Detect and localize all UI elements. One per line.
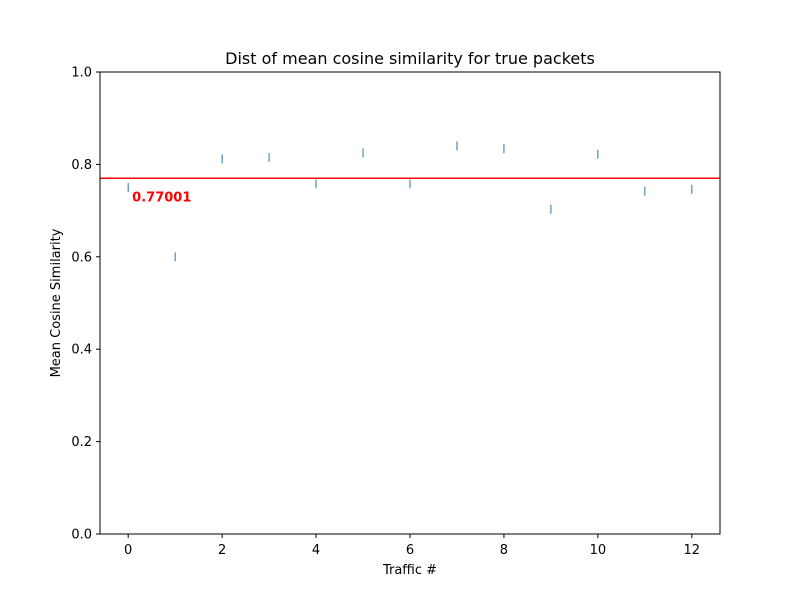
y-tick-label: 0.6 [71,250,92,265]
x-tick-label: 12 [684,543,701,558]
x-tick-label: 6 [406,543,414,558]
y-tick-label: 0.2 [71,435,92,450]
chart-title: Dist of mean cosine similarity for true … [225,49,595,68]
y-axis-label: Mean Cosine Similarity [49,228,64,377]
x-axis-label: Traffic # [382,563,437,578]
plot-area: 0.77001 0 2 4 6 8 10 12 0.0 0.2 0.4 0.6 0.8 1.0 [71,66,721,558]
x-tick-label: 8 [500,543,508,558]
x-tick-label: 2 [218,543,226,558]
x-tick-label: 4 [312,543,320,558]
y-tick-label: 0.4 [71,343,92,358]
y-tick-label: 0.8 [71,158,92,173]
y-tick-label: 1.0 [71,66,92,81]
reference-line-label: 0.77001 [132,190,191,205]
x-tick-label: 0 [124,543,132,558]
x-tick-label: 10 [590,543,607,558]
y-tick-label: 0.0 [71,528,92,543]
